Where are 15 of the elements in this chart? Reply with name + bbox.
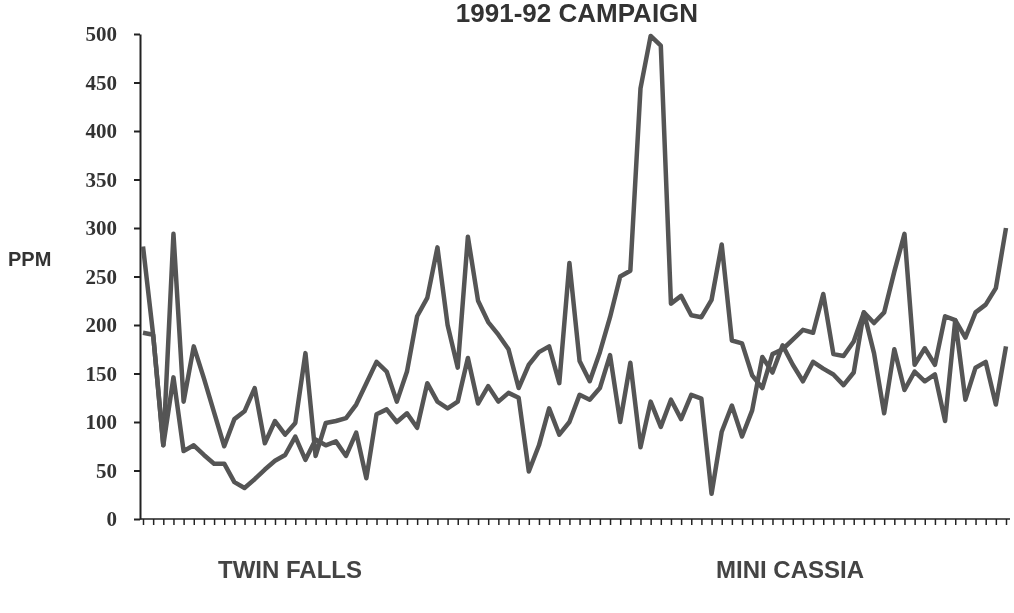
y-tick-label: 250	[85, 264, 117, 289]
y-tick-label: 500	[85, 22, 117, 47]
text: MINI CASSIA	[715, 556, 865, 583]
y-tick-label: 0	[106, 507, 117, 532]
text: TWIN FALLS	[218, 556, 362, 583]
y-tick-label: 100	[85, 410, 117, 435]
y-tick-label: 450	[85, 70, 117, 95]
y-axis-title: PPM	[8, 248, 52, 270]
y-tick-label: 50	[96, 458, 117, 483]
y-tick-label: 200	[85, 313, 117, 338]
y-tick-label: 300	[85, 216, 117, 241]
y-tick-label: 150	[85, 361, 117, 386]
y-tick-label: 350	[85, 167, 117, 192]
y-tick-label: 400	[85, 119, 117, 144]
chart-title: 1991-92 CAMPAIGN	[455, 0, 699, 28]
